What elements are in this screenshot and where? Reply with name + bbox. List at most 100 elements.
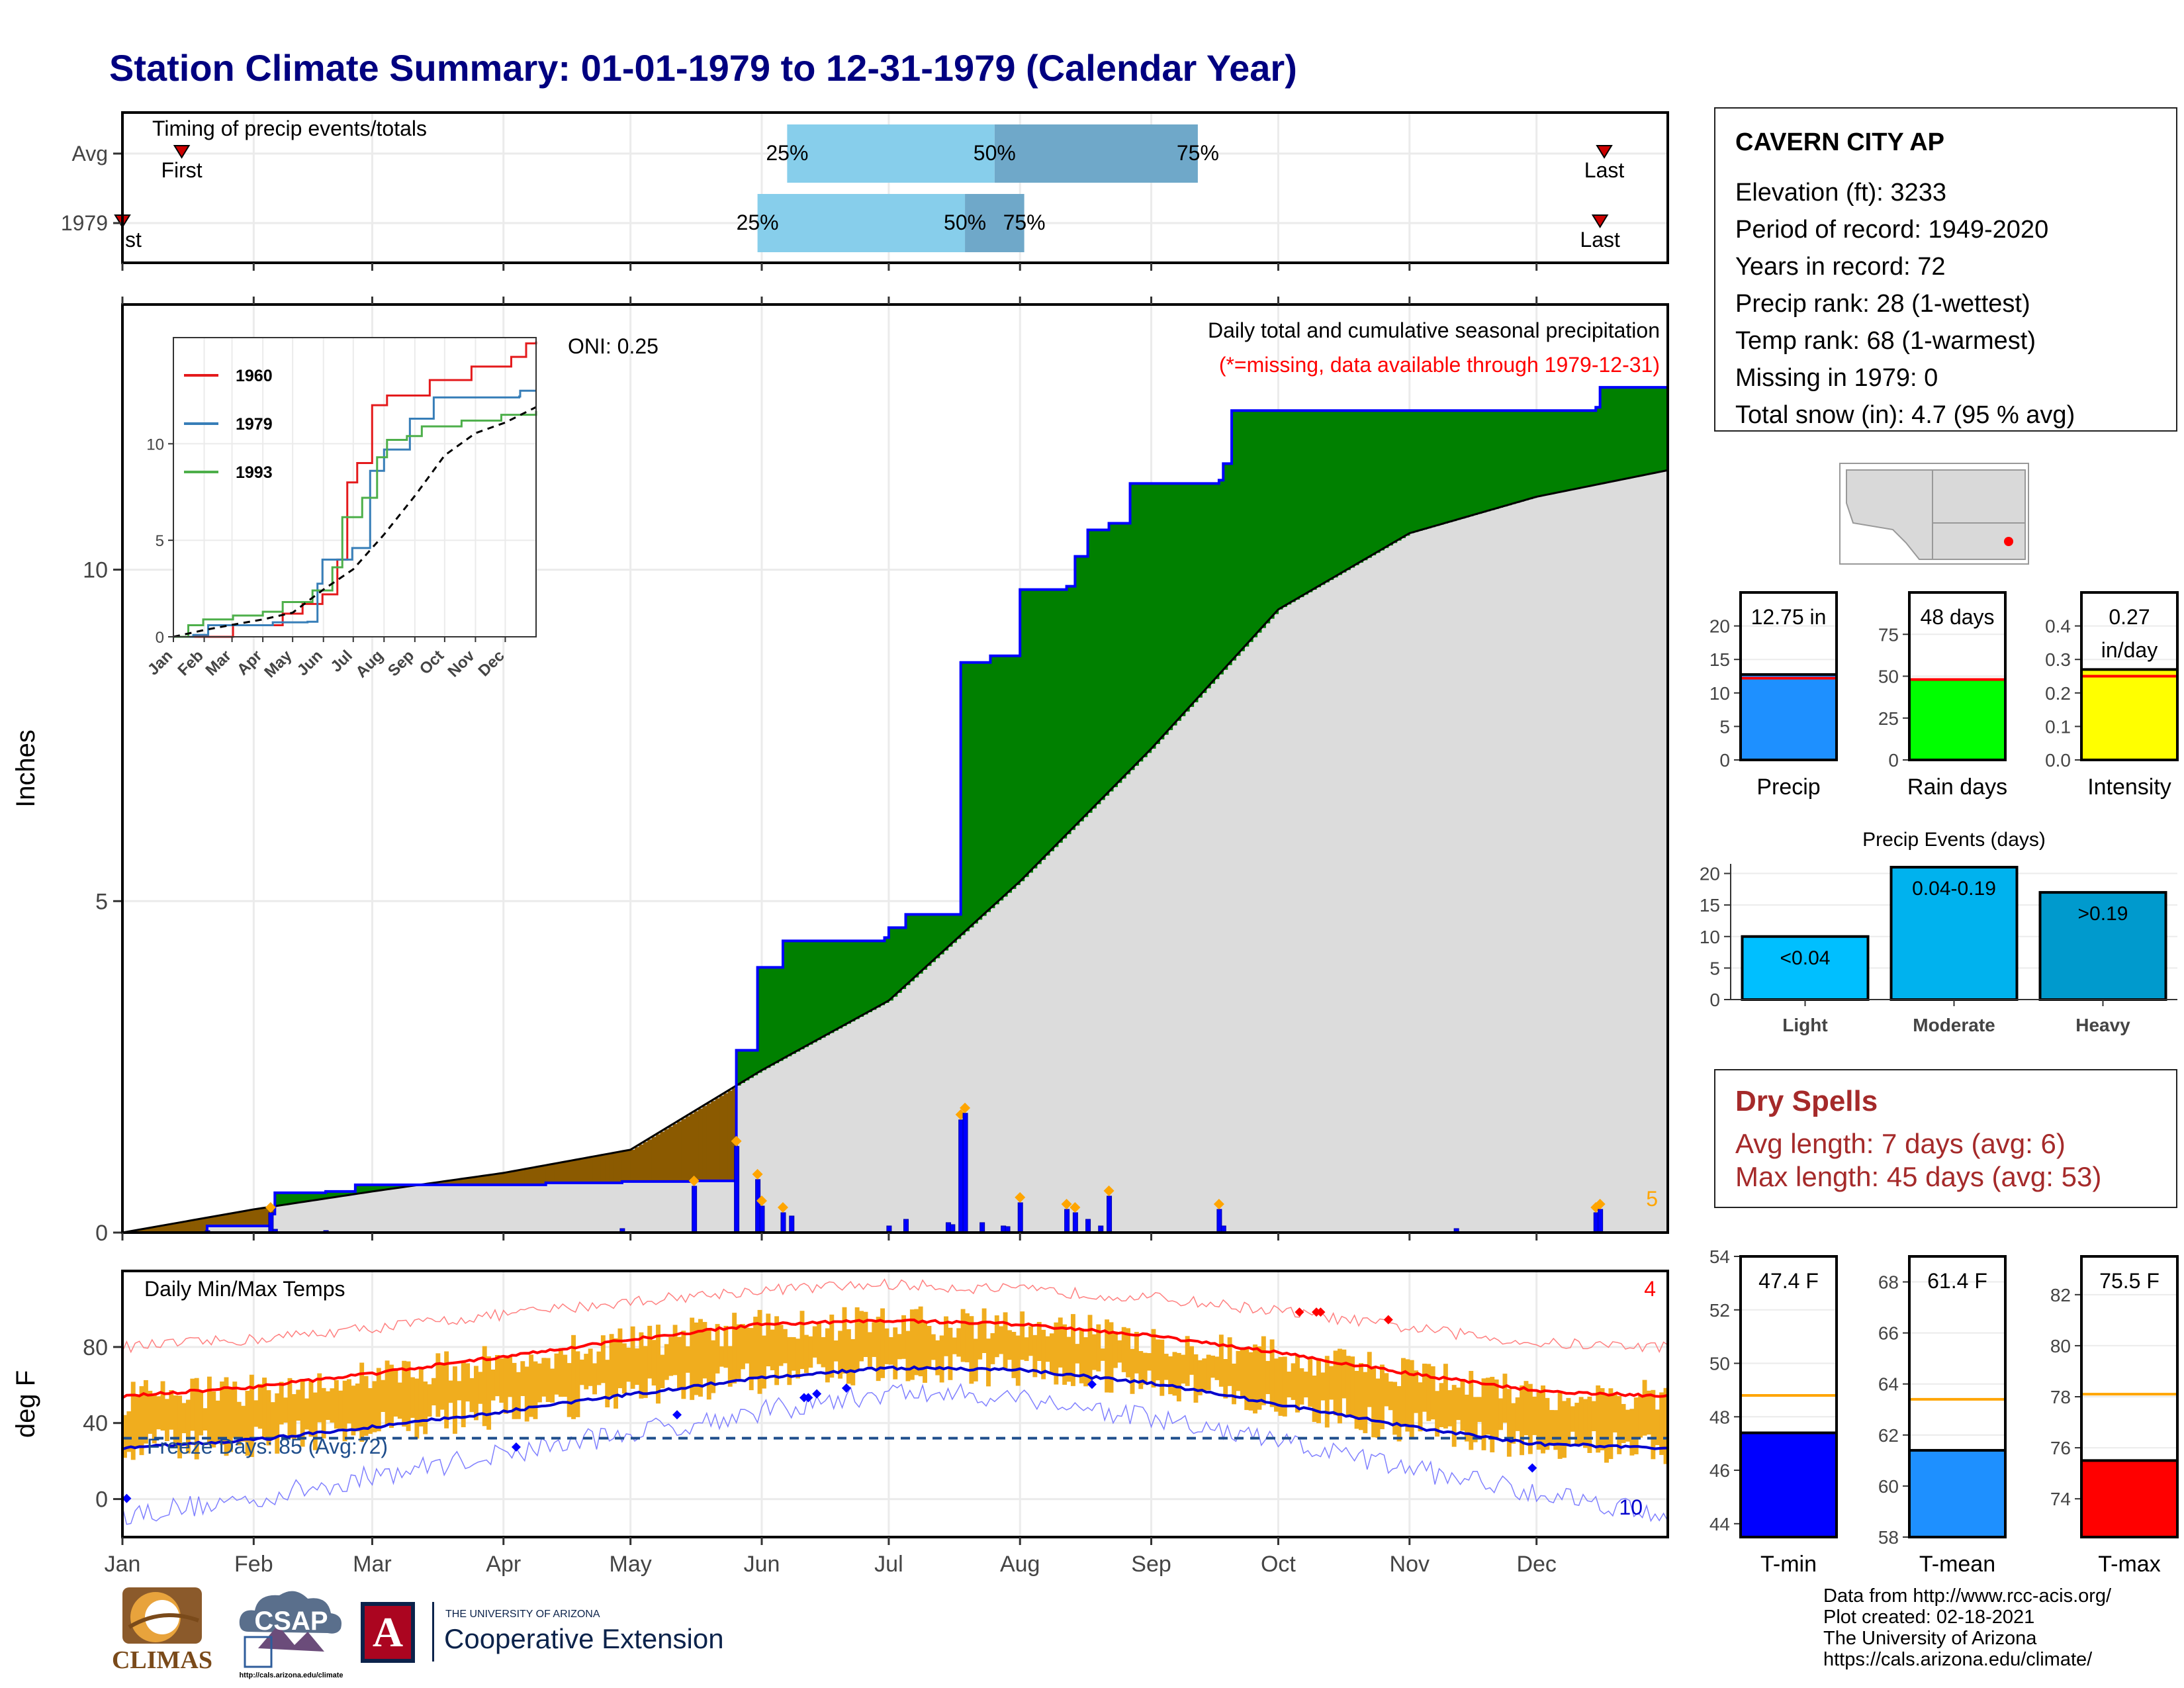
above-avg-fill [1214,483,1220,679]
daily-temp-bar [1633,1397,1639,1454]
below-avg-fill [677,1121,682,1182]
above-avg-fill [1295,410,1300,600]
above-avg-fill [1515,410,1520,503]
daily-temp-bar [1236,1350,1241,1391]
credit-university: The University of Arizona [1823,1628,2037,1649]
summary-bar-intensity-fill [2080,668,2179,761]
daily-temp-bar [1075,1344,1080,1364]
summary-ytick-label: 25 [1878,708,1899,729]
daily-precip-bar [962,1113,968,1233]
daily-temp-bar [304,1398,309,1430]
daily-temp-bar [1583,1399,1588,1448]
above-avg-fill [821,941,826,1038]
precip-frame [121,303,1669,1234]
record-high-marker-icon [1383,1315,1393,1325]
daily-temp-bar [558,1348,563,1397]
above-avg-fill [812,941,817,1043]
daily-temp-bar [554,1353,559,1395]
daily-temp-bar [1439,1383,1444,1427]
above-avg-fill [1596,407,1601,485]
daily-temp-bar [203,1408,208,1430]
precip-ytick-label: 5 [95,889,108,914]
daily-temp-bar [821,1336,826,1368]
daily-temp-bar [723,1325,729,1368]
daily-temp-bar [317,1373,322,1423]
above-avg-fill [1655,387,1660,473]
above-avg-fill [1414,410,1419,532]
daily-temp-bar [1541,1385,1545,1454]
above-avg-fill [1105,530,1110,796]
summary-ytick-label: 52 [1709,1300,1730,1321]
below-avg-fill [499,1173,504,1185]
below-avg-fill [592,1156,598,1183]
daily-temp-bar [402,1360,407,1427]
above-avg-fill [1232,410,1237,661]
below-avg-fill [719,1096,725,1181]
below-avg-fill [490,1174,496,1185]
above-avg-fill [1299,410,1304,598]
above-avg-fill [893,927,898,997]
daily-temp-bar [1096,1324,1101,1372]
below-avg-fill [690,1113,695,1182]
daily-temp-bar [939,1335,944,1383]
record-low-line [122,1383,1668,1525]
daily-temp-bar [1155,1339,1160,1381]
summary-bar-tmax-fill [2080,1459,2179,1538]
last-marker-icon [1591,214,1609,228]
below-avg-fill [203,1218,208,1233]
daily-temp-bar [948,1327,953,1380]
daily-temp-bar [1477,1397,1482,1423]
above-avg-fill [1447,410,1453,522]
daily-temp-bar [1295,1355,1300,1413]
daily-temp-bar [1574,1403,1580,1446]
above-avg-fill [1494,410,1499,509]
below-avg-fill [257,1208,263,1226]
daily-temp-bar [1287,1372,1292,1397]
daily-temp-bar [1524,1381,1529,1436]
below-avg-fill [444,1181,449,1185]
below-avg-fill [596,1156,602,1183]
below-avg-fill [537,1166,542,1185]
daily-temp-bar [931,1334,936,1360]
summary-ytick-label: 0.3 [2045,649,2071,670]
above-avg-fill [1151,483,1156,749]
events-ytick-label: 20 [1700,864,1720,884]
above-avg-fill [1460,410,1465,519]
station-location-marker-icon [2004,537,2013,546]
daily-temp-bar [1409,1360,1414,1439]
daily-temp-bar [766,1313,771,1367]
daily-temp-bar [1003,1312,1008,1369]
temp-panel: 0 40 80 deg F Daily Min/Max Temps 4 10 Freeze D… [11,1270,1669,1577]
daily-temp-bar [473,1366,478,1421]
timing-bar-25-50 [787,124,995,183]
summary-xlabel: T-max [2098,1552,2160,1577]
daily-temp-bar [1091,1334,1097,1370]
credit-url: https://cals.arizona.edu/climate/ [1823,1649,2093,1670]
daily-temp-bar [393,1370,398,1417]
daily-precip-percentile-marker-icon [1069,1201,1081,1213]
below-avg-fill [185,1221,191,1233]
above-avg-fill [287,1192,293,1205]
above-avg-fill [749,1050,754,1078]
daily-precip-bar [979,1222,985,1233]
daily-temp-bar [482,1346,487,1427]
last-marker-icon [1596,145,1613,159]
daily-temp-bar [1587,1396,1592,1454]
above-avg-fill [304,1192,310,1202]
daily-temp-bar [177,1395,183,1459]
daily-temp-bar [1591,1401,1596,1432]
daily-temp-bar [1485,1378,1490,1435]
daily-temp-bar [435,1353,441,1417]
above-avg-fill [1312,410,1317,590]
above-avg-fill [1375,410,1381,553]
daily-temp-bar [524,1366,529,1422]
above-avg-fill [1041,589,1046,860]
credits: Data from http://www.rcc-acis.org/ Plot … [1823,1585,2111,1670]
daily-temp-bar [439,1364,445,1410]
record-low-marker-icon [812,1389,822,1399]
daily-temp-bar [512,1362,517,1419]
above-avg-fill [1426,410,1432,529]
daily-temp-bar [241,1405,246,1442]
daily-temp-bar [1202,1358,1207,1392]
